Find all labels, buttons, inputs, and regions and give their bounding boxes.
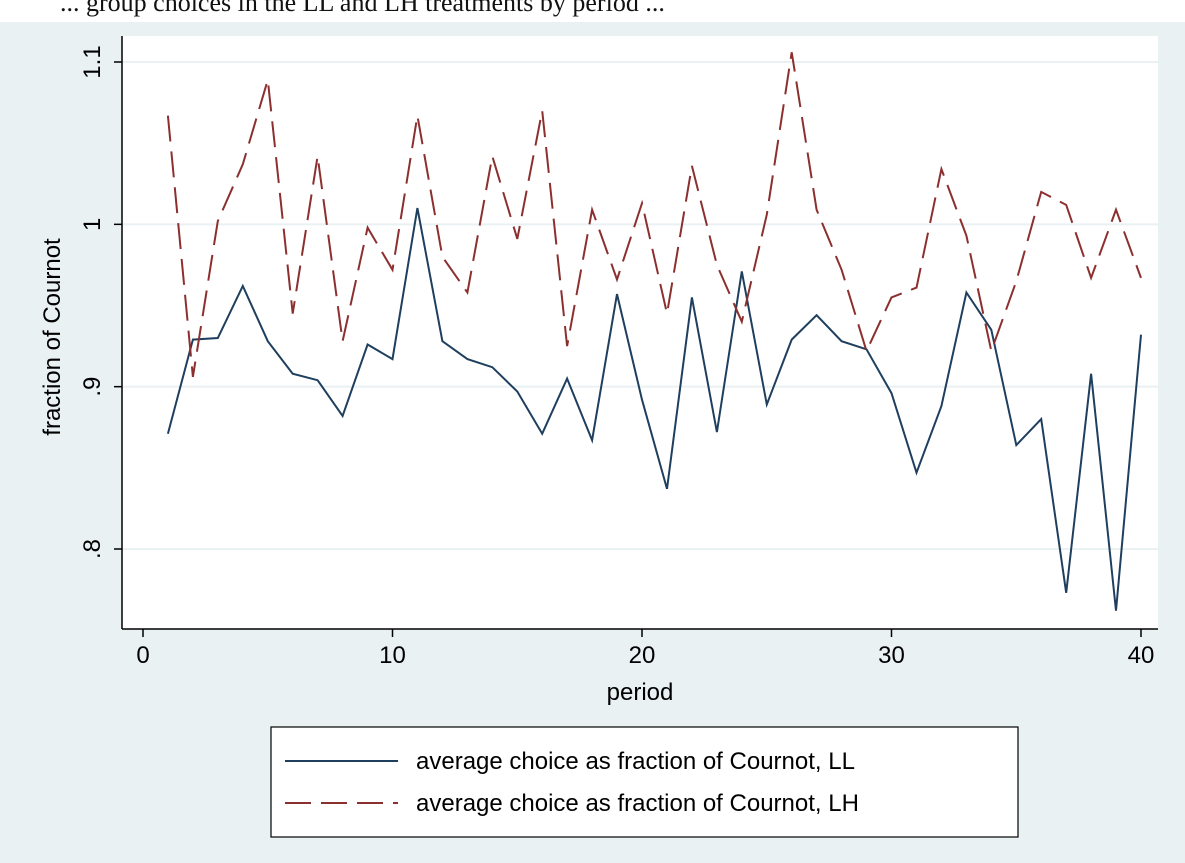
x-tick-label: 30 — [878, 642, 905, 669]
plot-background — [122, 36, 1158, 629]
y-tick-label: 1.1 — [79, 45, 106, 78]
series-line-ll — [166, 207, 1142, 611]
caption-fragment: ... group choices in the LL and LH treat… — [0, 0, 1185, 22]
y-axis-ticks: .8 .9 1 1.1 — [79, 45, 122, 559]
caption-text: ... group choices in the LL and LH treat… — [60, 0, 665, 17]
x-tick-label: 20 — [629, 642, 656, 669]
legend-label-lh: average choice as fraction of Cournot, L… — [416, 790, 859, 817]
y-tick-label: .9 — [79, 377, 106, 397]
x-tick-label: 0 — [136, 642, 149, 669]
x-tick-label: 10 — [379, 642, 406, 669]
x-tick-label: 40 — [1128, 642, 1155, 669]
legend-label-ll: average choice as fraction of Cournot, L… — [416, 748, 855, 775]
y-axis-title: fraction of Cournot — [39, 238, 66, 436]
x-axis-ticks: 0 10 20 30 40 — [136, 629, 1154, 669]
legend-box — [270, 726, 1019, 838]
chart-panel: .8 .9 1 1.1 0 10 20 30 40 period fraction of Co… — [0, 22, 1185, 863]
gridlines — [122, 61, 1158, 550]
x-axis-title: period — [607, 679, 674, 706]
series-lines — [166, 52, 1142, 611]
line-chart: .8 .9 1 1.1 0 10 20 30 40 period fraction of Co… — [39, 36, 1158, 838]
y-tick-label: 1 — [79, 218, 106, 231]
y-tick-label: .8 — [79, 539, 106, 559]
series-line-lh — [166, 52, 1142, 378]
